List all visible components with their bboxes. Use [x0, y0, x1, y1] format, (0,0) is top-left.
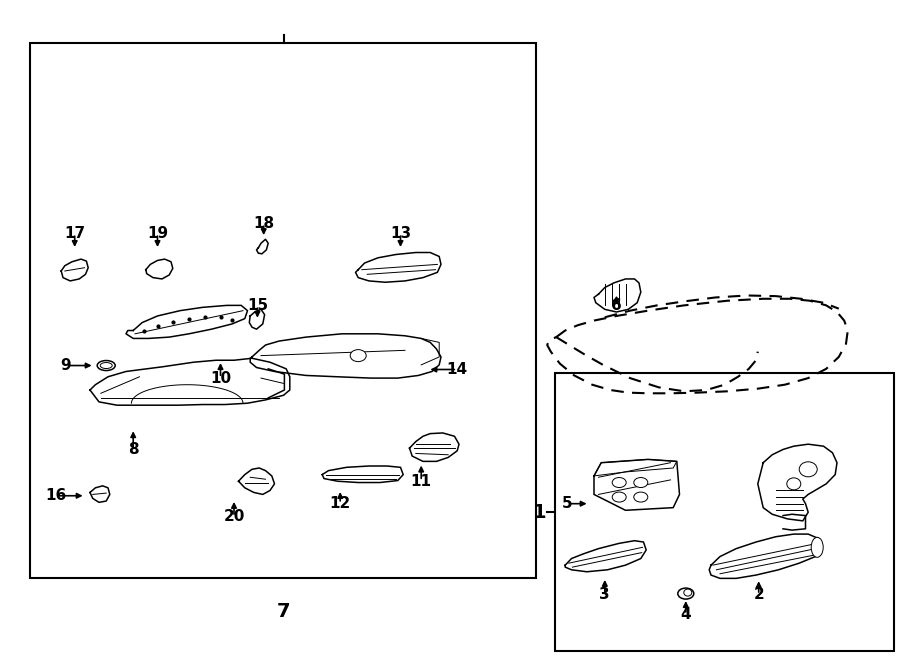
Ellipse shape: [678, 588, 694, 599]
Ellipse shape: [612, 492, 626, 502]
Ellipse shape: [100, 362, 112, 369]
Ellipse shape: [684, 589, 692, 596]
Polygon shape: [250, 334, 441, 378]
Text: 2: 2: [753, 588, 764, 602]
Polygon shape: [594, 459, 680, 510]
Text: 10: 10: [210, 371, 231, 385]
Polygon shape: [709, 534, 821, 578]
Polygon shape: [146, 259, 173, 279]
Polygon shape: [322, 466, 403, 483]
Text: 18: 18: [253, 216, 274, 231]
Polygon shape: [238, 468, 274, 494]
Text: 4: 4: [680, 607, 691, 622]
Text: 11: 11: [410, 474, 432, 488]
Text: 6: 6: [611, 298, 622, 313]
Polygon shape: [126, 305, 248, 338]
Ellipse shape: [811, 537, 824, 557]
Text: 12: 12: [329, 496, 351, 511]
Polygon shape: [90, 486, 110, 502]
Ellipse shape: [97, 360, 115, 371]
Ellipse shape: [634, 477, 648, 488]
Ellipse shape: [799, 462, 817, 477]
Polygon shape: [410, 433, 459, 461]
Text: 1: 1: [533, 503, 547, 522]
Text: 17: 17: [64, 226, 86, 241]
Text: 13: 13: [390, 226, 411, 241]
Polygon shape: [594, 279, 641, 312]
Polygon shape: [256, 239, 268, 254]
Polygon shape: [90, 358, 290, 405]
Text: 7: 7: [277, 602, 290, 621]
Polygon shape: [758, 444, 837, 521]
Text: 15: 15: [247, 298, 268, 313]
Polygon shape: [249, 309, 265, 329]
Text: 8: 8: [128, 442, 139, 457]
Text: 19: 19: [147, 226, 168, 241]
Text: 9: 9: [60, 358, 71, 373]
Text: 14: 14: [446, 362, 468, 377]
Polygon shape: [61, 259, 88, 281]
Ellipse shape: [350, 350, 366, 362]
Text: 20: 20: [223, 510, 245, 524]
Text: 5: 5: [562, 496, 572, 511]
Ellipse shape: [787, 478, 801, 490]
Bar: [30, 43, 536, 578]
Ellipse shape: [634, 492, 648, 502]
Text: 3: 3: [599, 588, 610, 602]
Ellipse shape: [612, 477, 626, 488]
Text: 16: 16: [45, 488, 67, 503]
Polygon shape: [356, 253, 441, 282]
Polygon shape: [565, 541, 646, 572]
Bar: [555, 373, 894, 651]
